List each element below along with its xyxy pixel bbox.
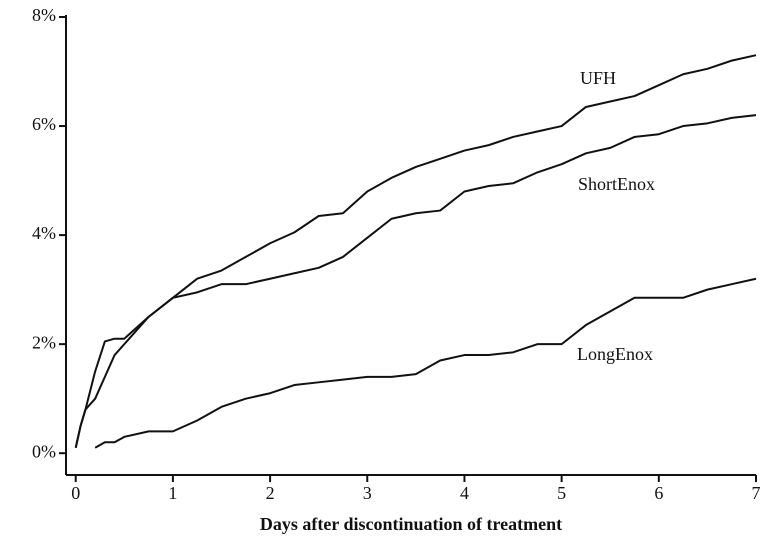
series-line [74,54,757,448]
x-tick-label: 4 [460,483,469,503]
series-label: UFH [580,68,616,88]
series-line [74,114,757,448]
x-tick-label: 7 [752,483,761,503]
y-tick-label: 8% [32,5,56,25]
x-tick-label: 5 [557,483,566,503]
series-label: ShortEnox [578,174,655,194]
x-tick-label: 1 [168,483,177,503]
x-tick-label: 6 [654,483,663,503]
series-label: LongEnox [577,344,653,364]
y-tick-label: 6% [32,114,56,134]
x-tick-label: 2 [266,483,275,503]
y-tick-label: 2% [32,332,56,352]
x-tick-label: 3 [363,483,372,503]
x-tick-label: 0 [71,483,80,503]
y-tick-label: 4% [32,223,56,243]
x-axis-title: Days after discontinuation of treatment [260,514,562,534]
series-line [94,277,757,449]
y-tick-label: 0% [32,441,56,461]
